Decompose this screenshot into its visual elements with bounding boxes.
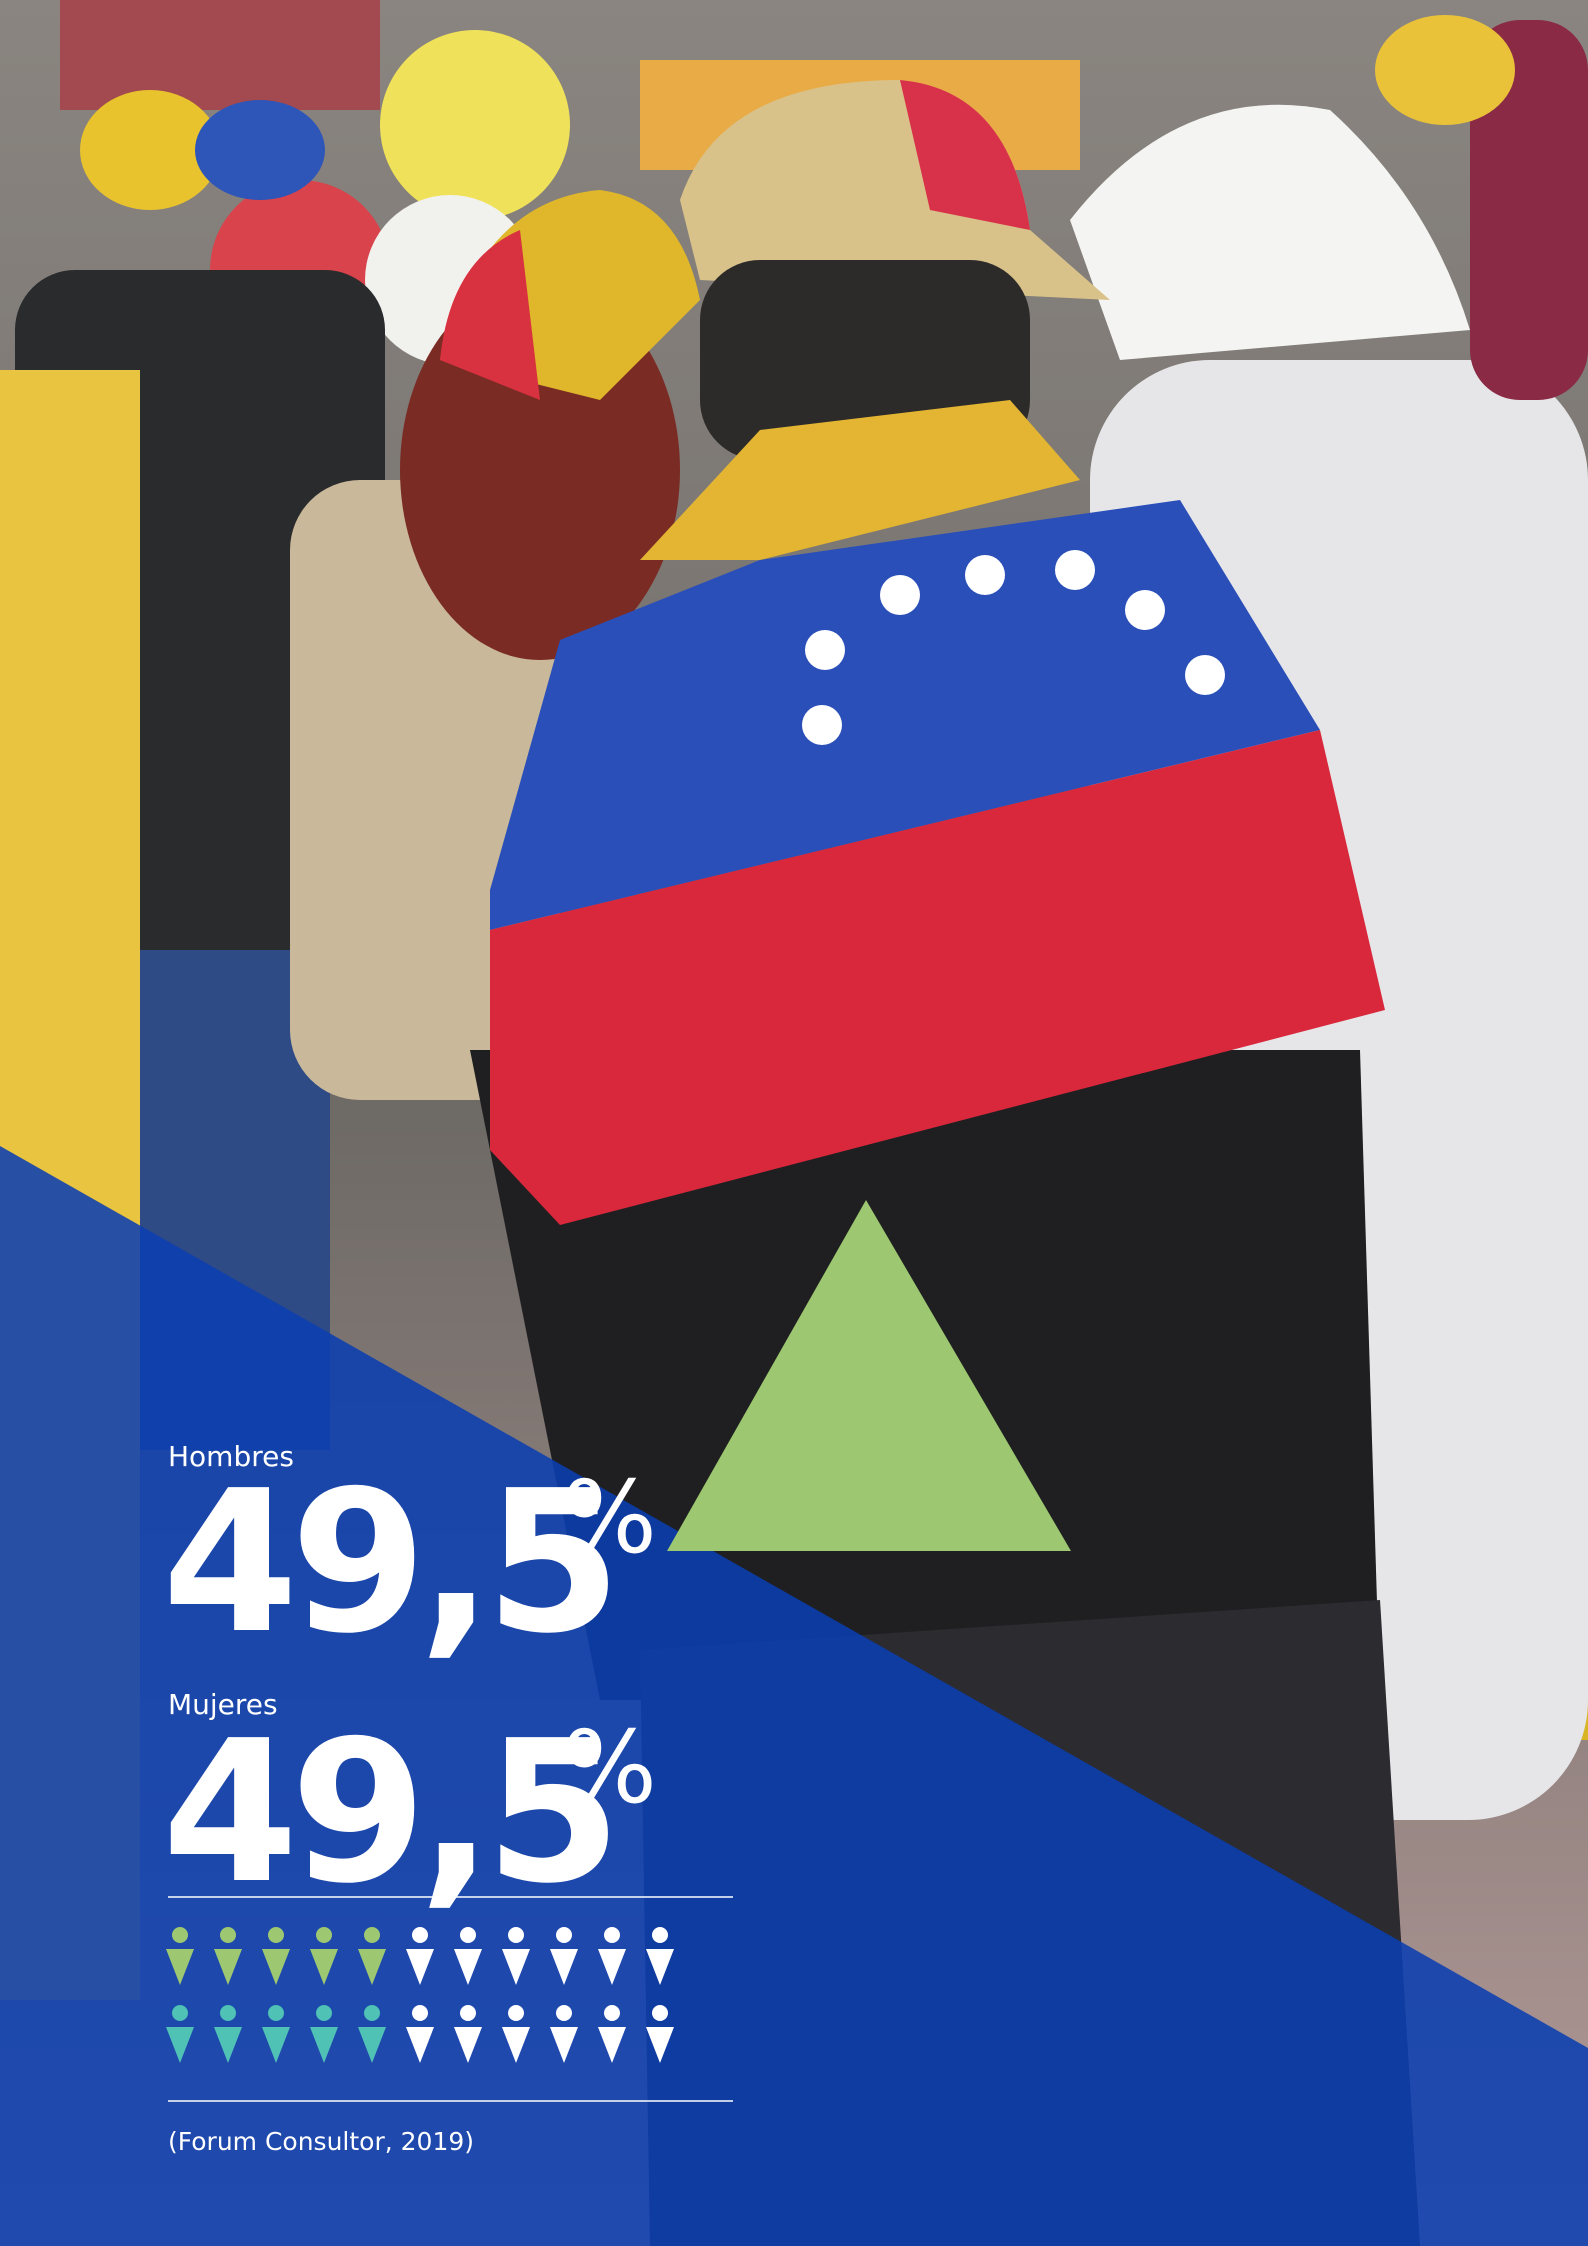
person-icon-head bbox=[316, 1927, 332, 1943]
person-icon-head bbox=[604, 2005, 620, 2021]
person-icon-head bbox=[652, 2005, 668, 2021]
stat-unit: % bbox=[562, 1709, 657, 1826]
person-icon-head bbox=[172, 1927, 188, 1943]
person-icon-head bbox=[460, 1927, 476, 1943]
source: (Forum Consultor, 2019) bbox=[168, 2127, 474, 2156]
person-icon-head bbox=[508, 2005, 524, 2021]
person-icon-head bbox=[316, 2005, 332, 2021]
person-icon-head bbox=[508, 1927, 524, 1943]
stat-value: 49,5 bbox=[162, 1449, 614, 1677]
person-icon-head bbox=[220, 2005, 236, 2021]
person-icon-head bbox=[412, 1927, 428, 1943]
person-icon-head bbox=[172, 2005, 188, 2021]
stat-value: 49,5 bbox=[162, 1699, 614, 1927]
person-icon-head bbox=[364, 2005, 380, 2021]
person-icon-head bbox=[364, 1927, 380, 1943]
person-icon-head bbox=[652, 1927, 668, 1943]
person-icon-head bbox=[460, 2005, 476, 2021]
person-icon-head bbox=[556, 1927, 572, 1943]
person-icon-head bbox=[220, 1927, 236, 1943]
person-icon-head bbox=[556, 2005, 572, 2021]
person-icon-head bbox=[604, 1927, 620, 1943]
person-icon-head bbox=[268, 2005, 284, 2021]
person-icon-head bbox=[412, 2005, 428, 2021]
poster: Hombres 49,5 % Mujeres 49,5 % (Forum Con… bbox=[0, 0, 1588, 2246]
stat-unit: % bbox=[562, 1459, 657, 1576]
person-icon-head bbox=[268, 1927, 284, 1943]
